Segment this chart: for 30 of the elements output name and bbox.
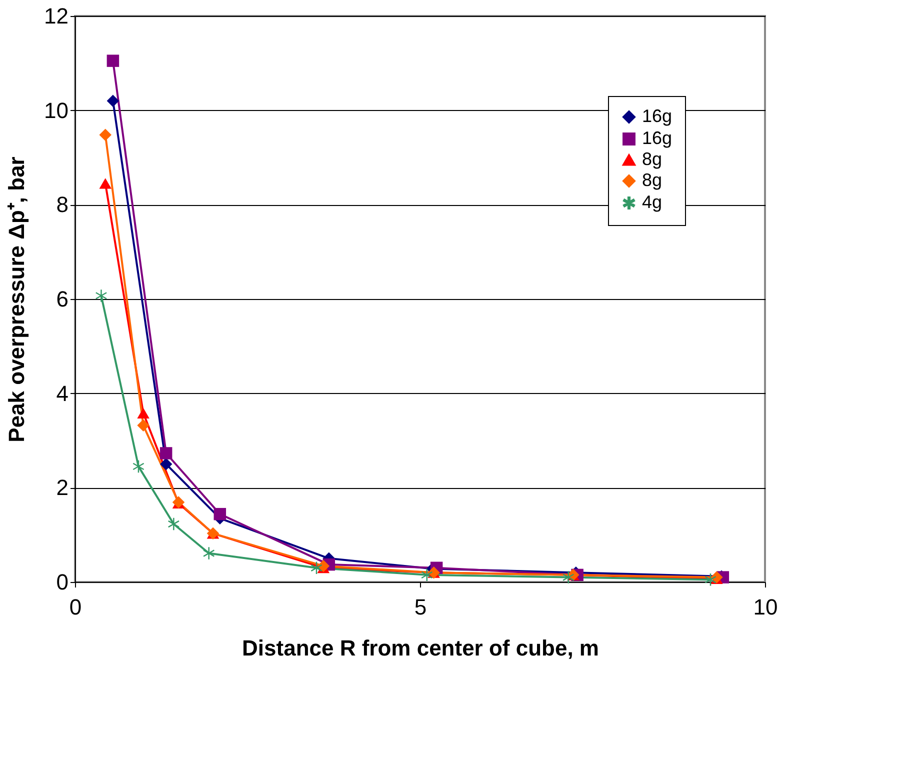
point <box>96 290 107 302</box>
legend-label: 4g <box>642 192 662 212</box>
y-tick-label: 0 <box>56 570 68 594</box>
point <box>214 508 226 520</box>
point <box>160 447 172 460</box>
point <box>137 408 150 418</box>
y-tick-label: 6 <box>56 286 68 312</box>
x-tick-label: 10 <box>753 594 778 620</box>
y-tick-label: 10 <box>44 98 68 123</box>
point <box>99 178 112 189</box>
x-tick-label: 5 <box>414 594 427 620</box>
y-axis-title: Peak overpressure Δp⁺, bar <box>4 156 30 442</box>
point <box>106 54 120 67</box>
point <box>203 547 214 560</box>
legend-label: 16g <box>642 106 672 126</box>
point <box>168 518 180 530</box>
y-tick-label: 4 <box>56 380 68 406</box>
y-tick-label: 8 <box>56 192 68 218</box>
point <box>317 560 330 572</box>
point <box>106 94 120 108</box>
point <box>99 128 112 141</box>
legend-label: 16g <box>642 128 672 148</box>
legend-label: 8g <box>642 170 662 190</box>
y-tick-label: 2 <box>56 475 68 500</box>
point <box>160 458 172 470</box>
legend-label: 8g <box>642 149 662 169</box>
x-axis-title: Distance R from center of cube, m <box>242 636 599 660</box>
point <box>562 571 574 584</box>
y-tick-label: 12 <box>44 4 68 28</box>
point <box>137 419 150 432</box>
